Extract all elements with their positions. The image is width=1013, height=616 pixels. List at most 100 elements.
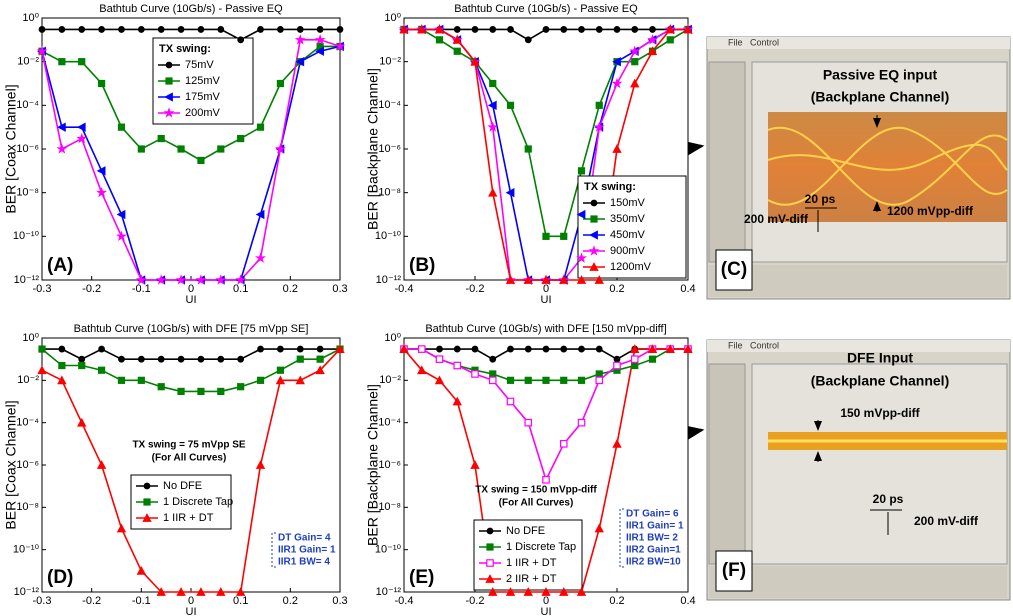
gain-note: IIR1 Gain= 1: [278, 545, 336, 556]
data-point: [525, 377, 531, 383]
data-point: [525, 346, 531, 352]
y-tick-label: 10⁻⁴: [378, 99, 401, 111]
gain-note: DT Gain= 4: [278, 533, 331, 544]
legend-swatch: [591, 200, 597, 206]
panel-label: (F): [722, 560, 746, 581]
data-point: [297, 356, 303, 362]
data-point: [98, 367, 104, 373]
y-tick-label: 10⁻²: [17, 56, 39, 68]
y-tick-label: 10⁻²: [17, 374, 39, 386]
y-tick-label: 10⁻⁶: [16, 143, 39, 155]
status-bar: [709, 265, 1007, 297]
data-point: [297, 346, 303, 352]
data-point: [578, 168, 584, 174]
data-point: [579, 346, 585, 352]
data-point: [59, 58, 65, 64]
data-point: [543, 346, 549, 352]
x-tick-label: 0: [188, 283, 194, 295]
data-point: [490, 80, 496, 86]
data-point: [118, 124, 124, 130]
data-point: [198, 157, 204, 163]
data-point: [337, 26, 343, 32]
legend-label: 125mV: [185, 75, 221, 87]
data-point: [39, 346, 45, 352]
gain-note: IIR1 Gain= 1: [626, 521, 684, 532]
y-tick-label: 10⁻⁴: [378, 417, 401, 429]
data-point: [317, 346, 323, 352]
data-point: [118, 377, 124, 383]
data-point: [138, 377, 144, 383]
annotation: TX swing = 150 mVpp-diff: [475, 485, 597, 496]
x-tick-label: 0.4: [680, 595, 695, 607]
y-tick-label: 10⁻⁸: [16, 501, 39, 513]
x-axis-label: UI: [541, 294, 552, 306]
amplitude-label: 1200 mVpp-diff: [887, 204, 974, 218]
legend-swatch: [144, 499, 150, 505]
chart: Bathtub Curve (10Gb/s) with DFE [75 mVpp…: [3, 323, 348, 616]
data-point: [596, 102, 602, 108]
legend-label: 1 Discrete Tap: [506, 541, 576, 553]
x-tick-label: 0.1: [233, 595, 248, 607]
data-point: [632, 356, 638, 362]
x-tick-label: -0.3: [33, 283, 52, 295]
screenshot-subtitle: (Backplane Channel): [811, 89, 949, 105]
data-point: [650, 26, 656, 32]
data-point: [507, 102, 513, 108]
legend-title: TX swing:: [159, 43, 211, 55]
status-bar: [709, 566, 1007, 598]
y-tick-label: 10⁻⁸: [16, 187, 39, 199]
legend-swatch: [166, 78, 172, 84]
data-point: [178, 356, 184, 362]
legend-swatch: [487, 528, 493, 534]
data-point: [561, 377, 567, 383]
x-tick-label: -0.4: [395, 283, 414, 295]
annotation: (For All Curves): [152, 453, 227, 464]
chart: Bathtub Curve (10Gb/s) with DFE [150 mVp…: [365, 323, 696, 616]
data-point: [79, 356, 85, 362]
annotation: TX swing = 75 mVpp SE: [132, 440, 245, 451]
x-tick-label: -0.3: [33, 595, 52, 607]
chart-title: Bathtub Curve (10Gb/s) - Passive EQ: [454, 3, 638, 15]
chart-title: Bathtub Curve (10Gb/s) - Passive EQ: [99, 3, 283, 15]
panel-label: (B): [409, 255, 435, 276]
data-point: [317, 26, 323, 32]
data-point: [649, 356, 655, 362]
legend-swatch: [487, 544, 493, 550]
data-point: [237, 384, 243, 390]
x-axis-label: UI: [186, 294, 197, 306]
legend-label: 350mV: [610, 213, 646, 225]
gain-note: IIR1 BW= 4: [278, 557, 330, 568]
data-point: [561, 346, 567, 352]
x-tick-label: 0.4: [680, 283, 695, 295]
data-point: [158, 135, 164, 141]
x-tick-label: 0.1: [233, 283, 248, 295]
data-point: [596, 346, 602, 352]
data-point: [578, 377, 584, 383]
x-tick-label: 0.2: [283, 283, 298, 295]
legend-label: 175mV: [185, 91, 221, 103]
data-point: [138, 356, 144, 362]
data-point: [419, 346, 425, 352]
y-tick-label: 10⁻¹⁰: [375, 230, 402, 242]
data-point: [138, 146, 144, 152]
y-tick-label: 10⁻¹⁰: [13, 544, 40, 556]
data-point: [507, 377, 513, 383]
legend-swatch: [591, 216, 597, 222]
data-point: [237, 135, 243, 141]
screenshot-subtitle: (Backplane Channel): [811, 373, 949, 389]
x-tick-label: 0: [188, 595, 194, 607]
data-point: [198, 26, 204, 32]
x-tick-label: 0.2: [609, 283, 624, 295]
data-point: [218, 388, 224, 394]
menu-item: Control: [750, 340, 779, 350]
data-point: [561, 233, 567, 239]
data-point: [257, 377, 263, 383]
y-tick-label: 10⁻⁶: [378, 459, 401, 471]
x-tick-label: -0.2: [82, 595, 101, 607]
legend-label: 1200mV: [610, 261, 652, 273]
data-point: [543, 233, 549, 239]
data-point: [454, 362, 460, 368]
legend-label: 1 IIR + DT: [163, 512, 214, 524]
y-tick-label: 10⁰: [22, 12, 39, 24]
data-point: [218, 26, 224, 32]
